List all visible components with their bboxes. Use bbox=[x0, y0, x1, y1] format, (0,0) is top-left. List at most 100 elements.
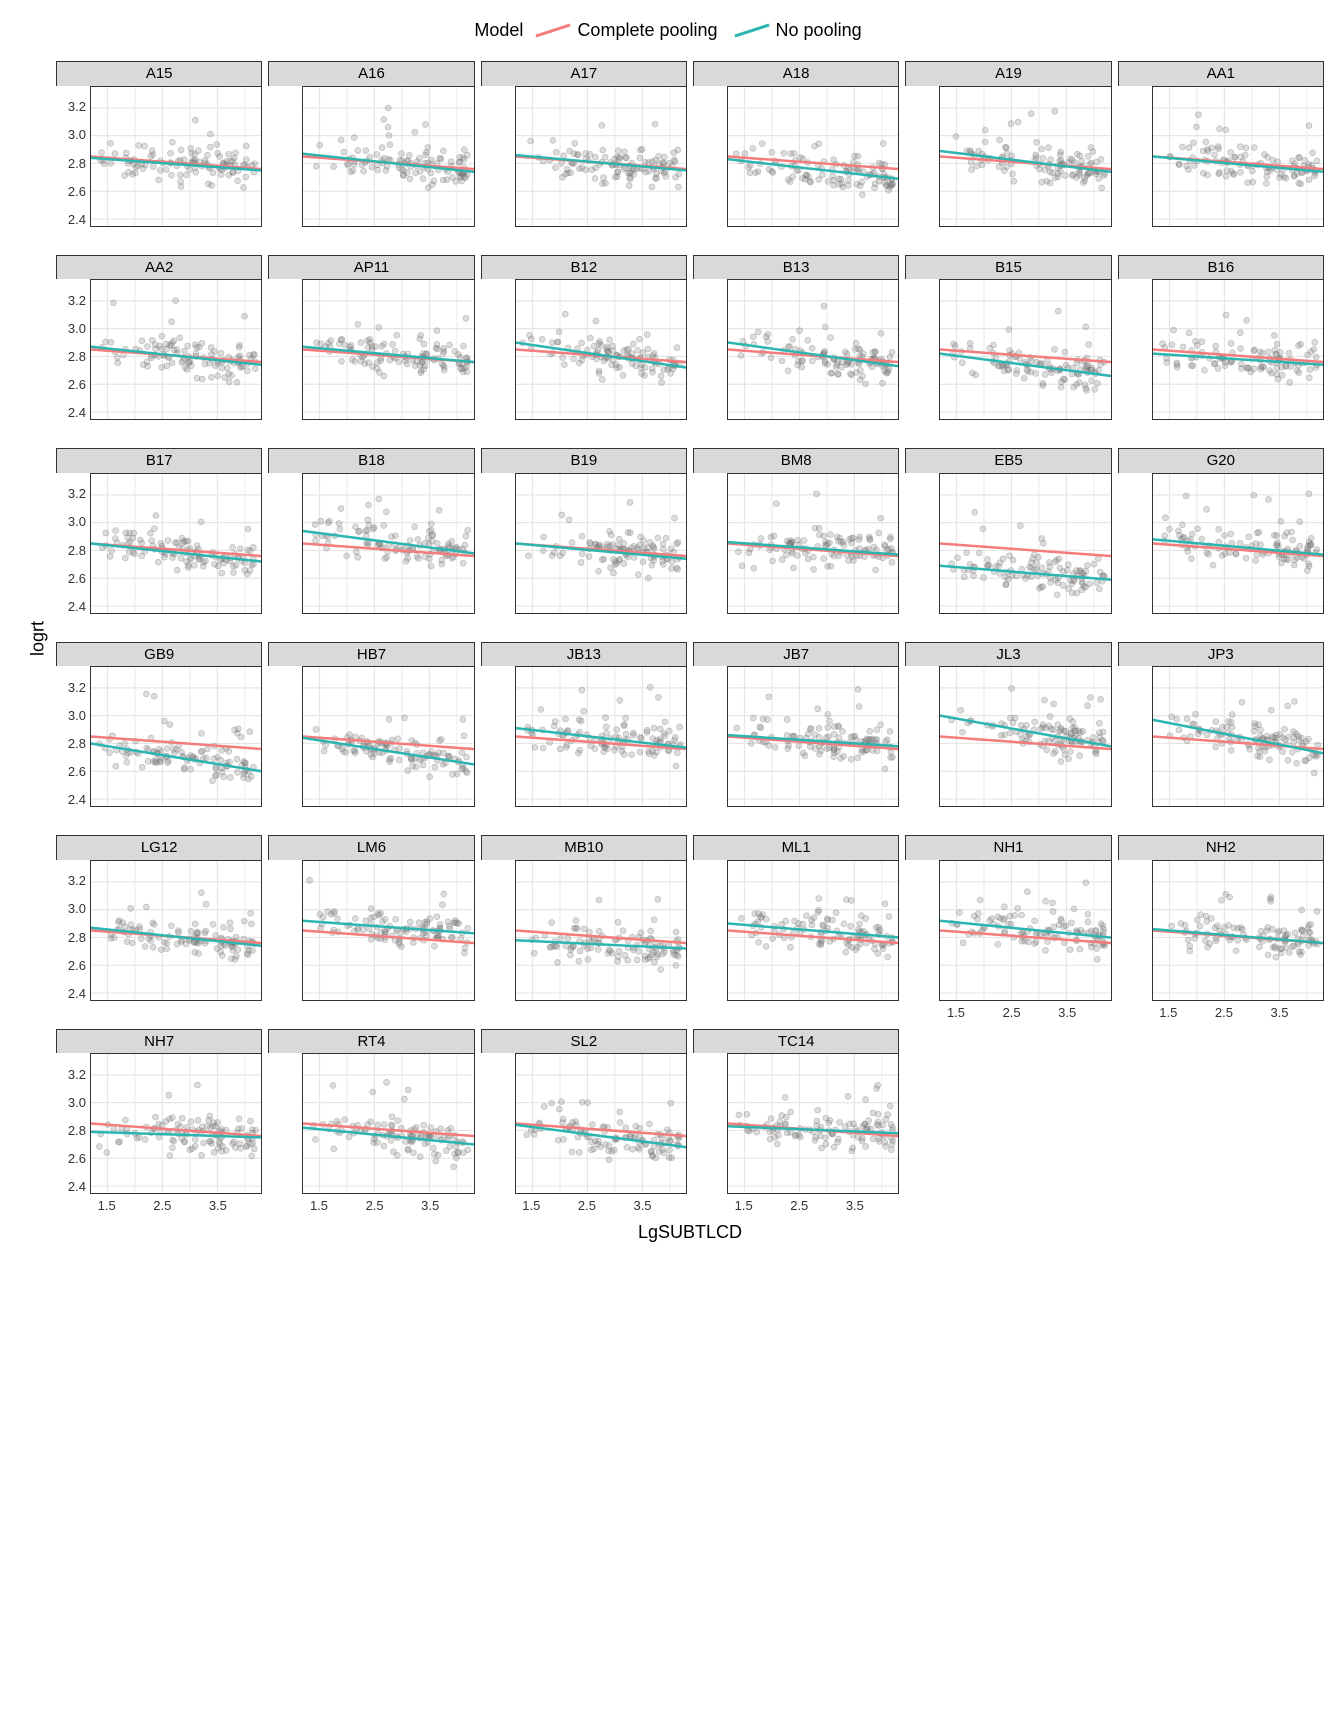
legend-item-complete-pooling: Complete pooling bbox=[535, 20, 717, 41]
panel bbox=[727, 666, 899, 807]
panel bbox=[302, 860, 474, 1001]
facet: AA23.23.02.82.62.41.52.53.5 bbox=[56, 255, 262, 443]
facet: B173.23.02.82.62.41.52.53.5 bbox=[56, 448, 262, 636]
facet-title: JB7 bbox=[693, 642, 899, 667]
panel bbox=[302, 1053, 474, 1194]
x-tick-labels: 1.52.53.5 bbox=[515, 1194, 687, 1216]
legend-title: Model bbox=[474, 20, 523, 41]
facet: JB73.23.02.82.62.41.52.53.5 bbox=[693, 642, 899, 830]
panel bbox=[90, 473, 262, 614]
facet: SL23.23.02.82.62.41.52.53.5 bbox=[481, 1029, 687, 1217]
facet: NH73.23.02.82.62.41.52.53.5 bbox=[56, 1029, 262, 1217]
facet: NH23.23.02.82.62.41.52.53.5 bbox=[1118, 835, 1324, 1023]
facet-title: NH2 bbox=[1118, 835, 1324, 860]
facet-title: B16 bbox=[1118, 255, 1324, 280]
facet-title: SL2 bbox=[481, 1029, 687, 1054]
facet: LG123.23.02.82.62.41.52.53.5 bbox=[56, 835, 262, 1023]
facet-title: A18 bbox=[693, 61, 899, 86]
facet: GB93.23.02.82.62.41.52.53.5 bbox=[56, 642, 262, 830]
facet: BM83.23.02.82.62.41.52.53.5 bbox=[693, 448, 899, 636]
panel bbox=[302, 279, 474, 420]
panel bbox=[515, 1053, 687, 1194]
facet: A183.23.02.82.62.41.52.53.5 bbox=[693, 61, 899, 249]
facet-title: NH7 bbox=[56, 1029, 262, 1054]
facet-title: B13 bbox=[693, 255, 899, 280]
x-tick-labels: 1.52.53.5 bbox=[302, 1194, 474, 1216]
x-tick-labels: 1.52.53.5 bbox=[90, 1194, 262, 1216]
facet: HB73.23.02.82.62.41.52.53.5 bbox=[268, 642, 474, 830]
facet-title: B19 bbox=[481, 448, 687, 473]
facet: A173.23.02.82.62.41.52.53.5 bbox=[481, 61, 687, 249]
panel bbox=[90, 1053, 262, 1194]
facet-title: A16 bbox=[268, 61, 474, 86]
legend: Model Complete pooling No pooling bbox=[20, 20, 1324, 41]
panel bbox=[727, 860, 899, 1001]
facet-title: AP11 bbox=[268, 255, 474, 280]
facet: B163.23.02.82.62.41.52.53.5 bbox=[1118, 255, 1324, 443]
panel bbox=[515, 86, 687, 227]
facet-title: A19 bbox=[905, 61, 1111, 86]
panel bbox=[302, 86, 474, 227]
facet: NH13.23.02.82.62.41.52.53.5 bbox=[905, 835, 1111, 1023]
facet-title: B18 bbox=[268, 448, 474, 473]
panel bbox=[939, 86, 1111, 227]
panel bbox=[939, 473, 1111, 614]
x-tick-labels: 1.52.53.5 bbox=[1152, 1001, 1324, 1023]
panel bbox=[1152, 279, 1324, 420]
facet: ML13.23.02.82.62.41.52.53.5 bbox=[693, 835, 899, 1023]
facet-title: NH1 bbox=[905, 835, 1111, 860]
facet-title: B17 bbox=[56, 448, 262, 473]
facet: EB53.23.02.82.62.41.52.53.5 bbox=[905, 448, 1111, 636]
legend-label: No pooling bbox=[776, 20, 862, 41]
facet: LM63.23.02.82.62.41.52.53.5 bbox=[268, 835, 474, 1023]
y-tick-labels: 3.23.02.82.62.4 bbox=[56, 86, 90, 227]
facet: B153.23.02.82.62.41.52.53.5 bbox=[905, 255, 1111, 443]
panel bbox=[302, 666, 474, 807]
panel bbox=[515, 860, 687, 1001]
panel bbox=[515, 473, 687, 614]
y-axis-title: logrt bbox=[20, 61, 56, 1216]
panel bbox=[939, 666, 1111, 807]
facet: RT43.23.02.82.62.41.52.53.5 bbox=[268, 1029, 474, 1217]
facet-title: ML1 bbox=[693, 835, 899, 860]
y-tick-labels: 3.23.02.82.62.4 bbox=[56, 860, 90, 1001]
facet-title: TC14 bbox=[693, 1029, 899, 1054]
facet-title: JB13 bbox=[481, 642, 687, 667]
facet-title: AA1 bbox=[1118, 61, 1324, 86]
panel bbox=[727, 279, 899, 420]
panel bbox=[727, 86, 899, 227]
facet: B123.23.02.82.62.41.52.53.5 bbox=[481, 255, 687, 443]
facet-title: RT4 bbox=[268, 1029, 474, 1054]
panel bbox=[90, 279, 262, 420]
y-tick-labels: 3.23.02.82.62.4 bbox=[56, 666, 90, 807]
plot-area: logrt A153.23.02.82.62.41.52.53.5A163.23… bbox=[20, 61, 1324, 1252]
facet: TC143.23.02.82.62.41.52.53.5 bbox=[693, 1029, 899, 1217]
y-tick-labels: 3.23.02.82.62.4 bbox=[56, 1053, 90, 1194]
y-tick-labels: 3.23.02.82.62.4 bbox=[56, 279, 90, 420]
legend-item-no-pooling: No pooling bbox=[734, 20, 862, 41]
facet: MB103.23.02.82.62.41.52.53.5 bbox=[481, 835, 687, 1023]
panel bbox=[1152, 666, 1324, 807]
facet-title: EB5 bbox=[905, 448, 1111, 473]
facet-title: BM8 bbox=[693, 448, 899, 473]
facet-title: G20 bbox=[1118, 448, 1324, 473]
facet: A153.23.02.82.62.41.52.53.5 bbox=[56, 61, 262, 249]
facet: JL33.23.02.82.62.41.52.53.5 bbox=[905, 642, 1111, 830]
facet-title: B12 bbox=[481, 255, 687, 280]
facet-title: A17 bbox=[481, 61, 687, 86]
facet-title: A15 bbox=[56, 61, 262, 86]
x-axis-title: LgSUBTLCD bbox=[56, 1216, 1324, 1252]
panel bbox=[939, 279, 1111, 420]
x-tick-labels: 1.52.53.5 bbox=[727, 1194, 899, 1216]
facet-title: MB10 bbox=[481, 835, 687, 860]
panel bbox=[515, 279, 687, 420]
facet-grid: A153.23.02.82.62.41.52.53.5A163.23.02.82… bbox=[56, 61, 1324, 1216]
y-tick-labels: 3.23.02.82.62.4 bbox=[56, 473, 90, 614]
panel bbox=[727, 1053, 899, 1194]
facet-title: HB7 bbox=[268, 642, 474, 667]
facet: B193.23.02.82.62.41.52.53.5 bbox=[481, 448, 687, 636]
panel bbox=[90, 86, 262, 227]
panel bbox=[1152, 473, 1324, 614]
facet: AP113.23.02.82.62.41.52.53.5 bbox=[268, 255, 474, 443]
panel bbox=[90, 666, 262, 807]
